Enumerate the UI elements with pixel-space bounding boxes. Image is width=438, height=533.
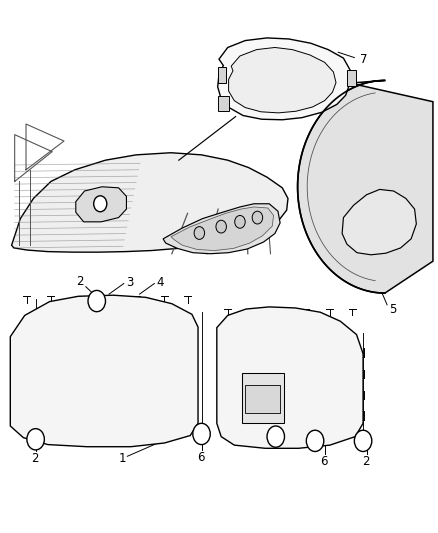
Circle shape	[27, 429, 44, 450]
Polygon shape	[342, 189, 417, 255]
Circle shape	[306, 430, 324, 451]
Polygon shape	[218, 38, 350, 120]
Text: 5: 5	[389, 303, 396, 316]
Text: 6: 6	[320, 455, 328, 468]
Polygon shape	[242, 373, 285, 423]
Circle shape	[267, 426, 285, 447]
Text: 6: 6	[197, 451, 205, 464]
Polygon shape	[217, 307, 363, 448]
Polygon shape	[163, 204, 280, 254]
Text: 3: 3	[126, 276, 133, 289]
Polygon shape	[229, 47, 336, 113]
Circle shape	[354, 430, 372, 451]
Polygon shape	[245, 384, 280, 413]
Circle shape	[235, 215, 245, 228]
Text: 1: 1	[118, 453, 126, 465]
Text: 4: 4	[156, 276, 164, 289]
Text: 2: 2	[31, 453, 39, 465]
Text: 2: 2	[362, 455, 369, 468]
Circle shape	[193, 423, 210, 445]
Circle shape	[216, 220, 226, 233]
Circle shape	[94, 196, 107, 212]
Polygon shape	[171, 207, 274, 251]
Text: 7: 7	[360, 53, 368, 66]
Polygon shape	[11, 295, 198, 447]
Polygon shape	[12, 153, 288, 252]
Circle shape	[252, 211, 263, 224]
Polygon shape	[347, 70, 356, 86]
Text: 2: 2	[76, 275, 84, 288]
Polygon shape	[76, 187, 127, 222]
Polygon shape	[218, 67, 226, 83]
Polygon shape	[218, 96, 229, 111]
Polygon shape	[297, 80, 433, 293]
Circle shape	[194, 227, 205, 239]
Circle shape	[88, 290, 106, 312]
